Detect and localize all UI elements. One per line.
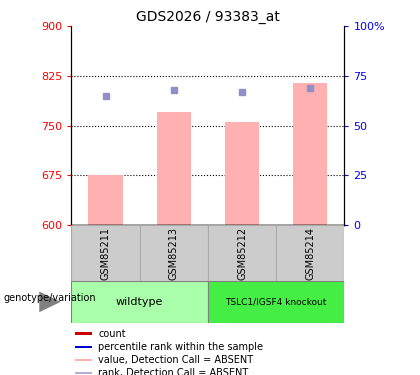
- Text: count: count: [98, 328, 126, 339]
- Bar: [71, 281, 208, 322]
- Text: value, Detection Call = ABSENT: value, Detection Call = ABSENT: [98, 355, 253, 365]
- Text: TSLC1/IGSF4 knockout: TSLC1/IGSF4 knockout: [226, 297, 327, 306]
- Polygon shape: [39, 292, 61, 312]
- Text: GSM85212: GSM85212: [237, 226, 247, 280]
- Bar: [157, 112, 191, 225]
- Bar: [75, 345, 92, 348]
- Text: GSM85213: GSM85213: [169, 226, 179, 280]
- Bar: [75, 372, 92, 374]
- Bar: [293, 82, 327, 225]
- Text: GSM85214: GSM85214: [305, 226, 315, 280]
- Bar: [71, 225, 139, 281]
- Bar: [139, 225, 208, 281]
- Text: percentile rank within the sample: percentile rank within the sample: [98, 342, 263, 352]
- Bar: [75, 332, 92, 335]
- Bar: [225, 122, 259, 225]
- Bar: [208, 225, 276, 281]
- Text: rank, Detection Call = ABSENT: rank, Detection Call = ABSENT: [98, 368, 249, 375]
- Bar: [75, 358, 92, 361]
- Bar: [89, 175, 123, 225]
- Text: genotype/variation: genotype/variation: [3, 293, 96, 303]
- Bar: [276, 225, 344, 281]
- Text: wildtype: wildtype: [116, 297, 163, 307]
- Text: GSM85211: GSM85211: [100, 226, 110, 280]
- Title: GDS2026 / 93383_at: GDS2026 / 93383_at: [136, 10, 280, 24]
- Bar: [208, 281, 344, 322]
